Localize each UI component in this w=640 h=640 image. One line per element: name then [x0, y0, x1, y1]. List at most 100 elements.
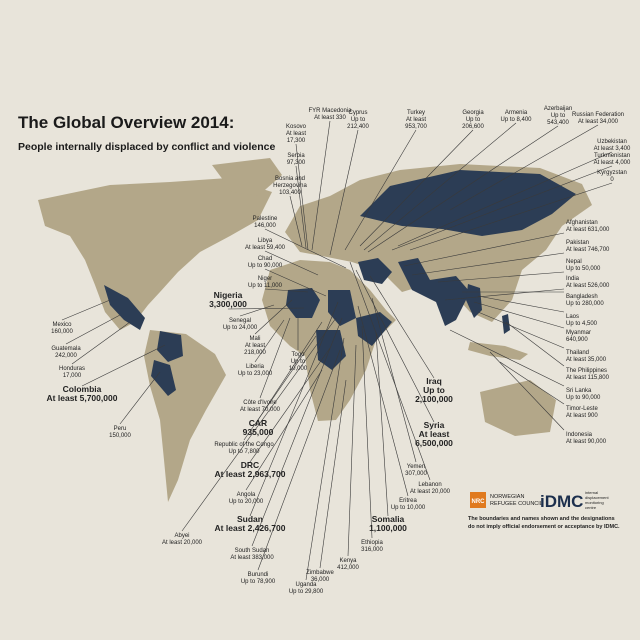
displacement-figure: Up to 20,000	[229, 499, 264, 505]
north-america	[38, 178, 272, 330]
leader-line	[181, 317, 337, 532]
country-label: Eritrea Up to 10,000	[391, 498, 426, 511]
displacement-figure: 1,100,000	[369, 523, 407, 533]
mexico	[104, 285, 145, 330]
nrc-name: REFUGEE COUNCIL	[490, 501, 543, 507]
displacement-figure: 10,000	[289, 366, 308, 372]
country-label: Nepal Up to 50,000	[566, 259, 601, 272]
country-label: Uzbekistan At least 3,400	[594, 139, 631, 152]
displacement-figure: 2,100,000	[415, 394, 453, 404]
leader-line	[403, 232, 565, 267]
displacement-figure: Up to 10,000	[391, 505, 426, 511]
leader-line	[397, 151, 613, 247]
displacement-figure: 17,000	[63, 373, 82, 379]
leader-line	[449, 124, 599, 211]
displacement-figure: Up to 90,000	[248, 263, 283, 269]
country-name: Kenya	[339, 558, 357, 564]
displacement-figure: At least 20,000	[410, 489, 451, 495]
leader-line	[499, 361, 565, 405]
displacement-figure: Up to 24,000	[223, 325, 258, 331]
country-name: Armenia	[505, 110, 528, 116]
country-label: Kenya 412,000	[337, 558, 359, 571]
displacement-figure: At least 2,426,700	[215, 523, 286, 533]
country-name: Togo	[291, 352, 305, 358]
leader-line	[477, 295, 565, 313]
leader-line	[251, 317, 343, 547]
leader-line	[289, 195, 303, 247]
country-label: Guatemala 242,000	[51, 346, 81, 359]
leader-line	[81, 344, 166, 387]
displacement-figure: At least	[286, 131, 306, 137]
displacement-figure: 103,400	[279, 190, 301, 196]
country-label: Indonesia At least 90,000	[566, 432, 607, 445]
country-label: Armenia Up to 8,400	[500, 110, 532, 123]
country-label: Peru 150,000	[109, 426, 131, 439]
leader-lines	[61, 120, 613, 581]
country-label: Republic of the Congo Up to 7,800	[214, 442, 274, 455]
country-label: Burundi Up to 78,900	[241, 572, 276, 585]
country-name: Kyrgyzstan	[597, 170, 627, 176]
country-name: Chad	[258, 256, 272, 262]
country-label: Myanmar 640,900	[566, 330, 591, 343]
leader-line	[444, 288, 565, 301]
country-label: Colombia At least 5,700,000	[47, 384, 118, 403]
country-label: Mali At least 218,000	[244, 336, 266, 356]
country-label: Libya At least 59,400	[245, 238, 286, 251]
country-name: Iraq	[426, 376, 442, 386]
country-label: Turkey At least 953,700	[405, 110, 427, 130]
displacement-figure: 412,000	[337, 565, 359, 571]
country-name: India	[566, 276, 580, 282]
south-asia	[398, 258, 470, 326]
leader-line	[344, 129, 417, 251]
country-label: Honduras 17,000	[59, 366, 85, 379]
country-name: Niger	[258, 276, 272, 282]
country-label: Kosovo At least 17,300	[286, 124, 307, 144]
displacement-figure: At least 59,400	[245, 245, 286, 251]
country-name: Colombia	[63, 384, 102, 394]
displacement-figure: Up to	[291, 359, 306, 365]
displacement-figure: At least 20,000	[162, 540, 203, 546]
displacement-figure: At least 746,700	[566, 247, 610, 253]
country-name: Georgia	[462, 110, 484, 116]
country-name: Mexico	[52, 322, 72, 328]
leader-line	[264, 228, 347, 269]
country-label: FYR Macedonia At least 330	[308, 108, 352, 121]
russia	[360, 170, 576, 236]
country-name: Serbia	[287, 153, 305, 159]
country-label: Thailand At least 35,000	[566, 350, 607, 363]
leader-line	[243, 335, 317, 441]
leader-line	[355, 269, 435, 423]
country-name: Palestine	[253, 216, 278, 222]
sahel	[286, 288, 320, 318]
displacement-figure: Up to 7,800	[228, 449, 260, 455]
displacement-figure: Up to	[423, 385, 445, 395]
country-label: Liberia Up to 23,000	[238, 364, 273, 377]
country-label: Ethiopia 316,000	[361, 540, 383, 553]
disclaimer: The boundaries and names shown and the d…	[468, 516, 615, 522]
country-name: Mali	[249, 336, 260, 342]
country-label: Chad Up to 90,000	[248, 256, 283, 269]
leader-line	[329, 129, 359, 256]
displacement-figure: Up to 29,800	[289, 589, 324, 595]
displacement-figure: Up to	[466, 117, 481, 123]
country-label: The Philippines At least 115,800	[566, 368, 610, 381]
displacement-figure: At least 70,000	[240, 407, 281, 413]
displacement-figure: At least 2,963,700	[215, 469, 286, 479]
country-name: Burundi	[248, 572, 269, 578]
country-label: Bangladesh Up to 280,000	[566, 294, 604, 307]
displacement-figure: At least	[419, 429, 450, 439]
country-label: Senegal Up to 24,000	[223, 318, 258, 331]
leader-line	[264, 250, 319, 276]
leader-line	[239, 304, 275, 317]
country-label: Russian Federation At least 34,000	[572, 112, 624, 125]
country-label: Yemen 307,000	[405, 464, 427, 477]
leader-line	[295, 143, 309, 251]
country-name: Liberia	[246, 364, 265, 370]
leader-line	[375, 331, 389, 517]
country-label: Abyei At least 20,000	[162, 533, 203, 546]
displacement-figure: Up to 8,400	[500, 117, 532, 123]
leader-line	[257, 349, 341, 571]
country-name: Russian Federation	[572, 112, 624, 118]
country-name: Senegal	[229, 318, 251, 324]
country-name: Yemen	[407, 464, 425, 470]
